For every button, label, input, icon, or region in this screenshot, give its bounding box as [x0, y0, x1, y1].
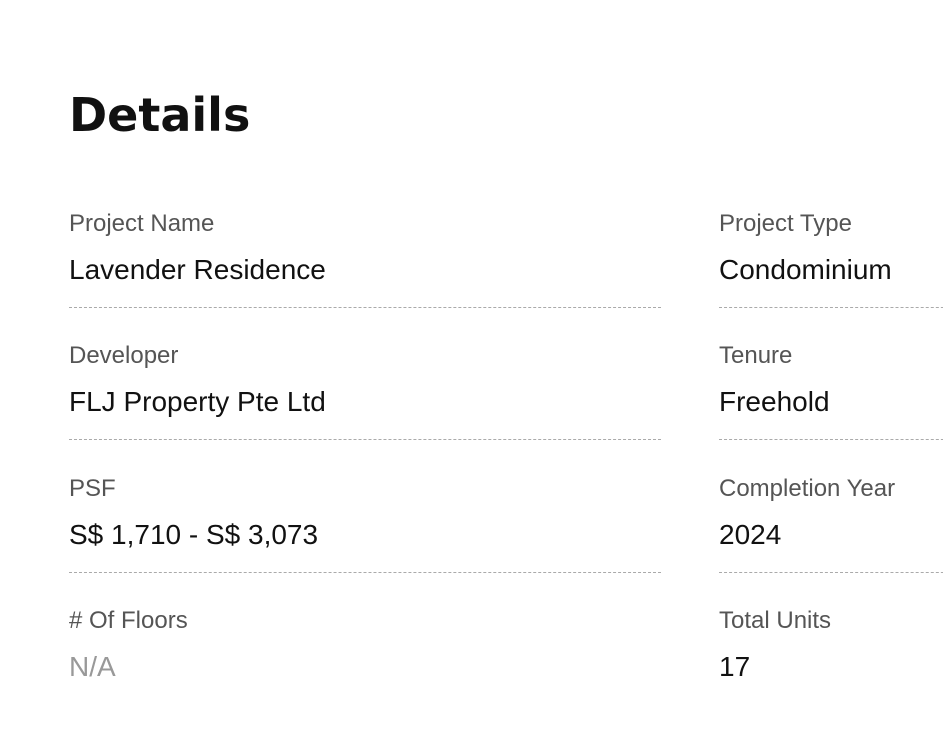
field-label: Project Name [69, 210, 215, 237]
field-label: PSF [69, 475, 116, 502]
field-tenure: Tenure Freehold [719, 342, 943, 474]
field-label: Total Units [719, 607, 832, 634]
field-label: Completion Year [719, 475, 896, 502]
divider [69, 572, 661, 573]
field-value: Freehold [719, 386, 830, 417]
divider [719, 307, 943, 308]
field-project-name: Project Name Lavender Residence [69, 210, 661, 342]
field-developer: Developer FLJ Property Pte Ltd [69, 342, 661, 474]
divider [719, 572, 943, 573]
field-value: S$ 1,710 - S$ 3,073 [69, 519, 319, 550]
field-psf: PSF S$ 1,710 - S$ 3,073 [69, 475, 661, 607]
field-value: 2024 [719, 519, 782, 550]
field-project-type: Project Type Condominium [719, 210, 943, 342]
field-floors: # Of Floors N/A [69, 607, 661, 739]
field-label: Project Type [719, 210, 852, 237]
divider [719, 439, 943, 440]
field-value: FLJ Property Pte Ltd [69, 386, 326, 417]
field-total-units: Total Units 17 [719, 607, 943, 739]
field-value: Lavender Residence [69, 254, 326, 285]
field-value: 17 [719, 651, 751, 682]
field-completion-year: Completion Year 2024 [719, 475, 943, 607]
field-value: N/A [69, 651, 116, 682]
field-label: Tenure [719, 342, 793, 369]
field-value: Condominium [719, 254, 892, 285]
divider [69, 439, 661, 440]
field-label: Developer [69, 342, 179, 369]
details-heading: Details [69, 88, 251, 142]
divider [69, 307, 661, 308]
field-label: # Of Floors [69, 607, 188, 634]
